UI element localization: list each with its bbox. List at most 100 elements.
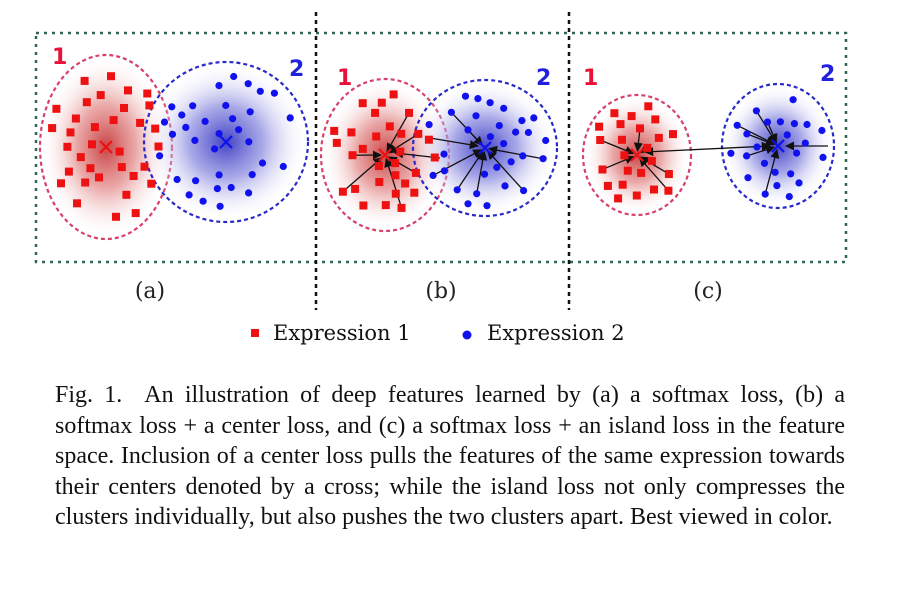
expression-1-point — [109, 116, 118, 125]
expression-2-point — [246, 108, 254, 116]
expression-2-point — [539, 155, 547, 163]
expression-1-point — [391, 189, 400, 198]
expression-2-point — [501, 182, 509, 190]
expression-2-point — [215, 82, 223, 90]
expression-2-point — [472, 112, 480, 120]
expression-1-point — [351, 184, 360, 193]
expression-2-point — [258, 159, 267, 167]
expression-1-point — [145, 101, 154, 110]
expression-2-point — [461, 92, 470, 100]
expression-1-point — [117, 163, 126, 172]
expression-2-point — [787, 170, 795, 178]
center-cross-c1 — [630, 148, 644, 162]
center-cross-c2 — [771, 139, 785, 153]
expression-1-point — [411, 168, 420, 177]
expression-2-point — [216, 202, 224, 210]
expression-1-point — [377, 98, 386, 107]
expression-1-point — [644, 102, 653, 111]
expression-2-point — [760, 159, 769, 167]
expression-2-point — [530, 114, 538, 122]
expression-2-point — [185, 191, 193, 199]
expression-2-point — [771, 168, 779, 176]
expression-1-point — [385, 122, 394, 131]
expression-1-point — [650, 185, 658, 194]
expression-2-point — [520, 187, 528, 195]
expression-2-point — [211, 145, 219, 153]
panel-b-cluster-1-label: 1 — [337, 66, 352, 91]
expression-1-point — [405, 108, 413, 117]
expression-1-point — [64, 167, 73, 176]
expression-1-point — [115, 147, 124, 156]
pull-arrow-b-cross-2 — [429, 137, 479, 150]
expression-1-point — [124, 86, 132, 95]
expression-2-point — [168, 130, 177, 138]
expression-1-point — [401, 179, 410, 188]
expression-2-point — [215, 171, 223, 179]
expression-1-point — [129, 172, 138, 180]
expression-2-point — [168, 103, 176, 111]
expression-1-point — [397, 129, 406, 138]
expression-1-point — [618, 180, 627, 189]
expression-1-point — [371, 108, 380, 117]
panel-label-c: (c) — [693, 279, 723, 304]
expression-1-point — [647, 156, 656, 165]
figure: 1 2 1 2 1 2 (a) (b) (c) Expression 1 Exp… — [34, 12, 848, 345]
expression-1-point — [374, 162, 383, 170]
expression-2-point — [783, 131, 791, 139]
expression-2-point — [776, 118, 785, 126]
expression-2-point — [178, 111, 186, 119]
legend-marker-expression-2 — [462, 330, 472, 340]
panel-c-cluster-2-label: 2 — [820, 62, 835, 87]
expression-2-point — [227, 183, 235, 192]
expression-2-point — [785, 193, 793, 201]
expression-1-point — [397, 203, 406, 212]
expression-2-point — [286, 114, 294, 122]
expression-2-point — [518, 117, 526, 125]
expression-1-point — [637, 168, 646, 177]
pull-arrow-c1-4 — [599, 139, 635, 155]
expression-2-point — [524, 128, 533, 137]
panel-label-b: (b) — [425, 279, 456, 304]
expression-2-point — [235, 126, 243, 134]
expression-1-point — [610, 109, 619, 118]
center-cross-b2 — [478, 141, 492, 155]
expression-2-point — [795, 179, 803, 187]
pull-arrow-b2-6 — [487, 150, 525, 192]
expression-2-point — [201, 117, 209, 125]
expression-1-point — [122, 190, 131, 199]
expression-1-point — [338, 187, 347, 196]
expression-2-point — [474, 95, 482, 103]
expression-1-point — [627, 112, 636, 121]
expression-1-point — [396, 147, 405, 156]
markers — [48, 72, 827, 221]
expression-1-point — [86, 164, 95, 173]
legend-label-expression-2: Expression 2 — [487, 321, 625, 345]
expression-2-point — [773, 182, 781, 190]
expression-1-point — [88, 140, 96, 149]
expression-2-point — [763, 118, 772, 126]
expression-1-point — [147, 179, 156, 188]
expression-1-point — [136, 118, 145, 127]
expression-2-point — [486, 99, 494, 107]
panel-b-cluster-2-label: 2 — [536, 66, 551, 91]
expression-2-point — [156, 152, 164, 160]
expression-2-point — [440, 167, 448, 175]
expression-2-point — [425, 121, 433, 129]
expression-1-point — [348, 151, 357, 160]
expression-1-point — [63, 142, 72, 151]
expression-2-point — [486, 133, 494, 141]
expression-1-point — [347, 128, 356, 137]
expression-2-point — [453, 186, 461, 194]
expression-1-point — [620, 151, 629, 160]
expression-2-point — [743, 152, 751, 160]
expression-2-point — [793, 149, 801, 157]
expression-2-point — [801, 139, 809, 147]
expression-2-point — [440, 150, 448, 158]
figure-caption: Fig. 1. An illustration of deep features … — [55, 380, 845, 533]
expression-1-point — [664, 186, 673, 195]
expression-1-point — [48, 124, 57, 133]
expression-2-point — [464, 126, 472, 134]
expression-2-point — [189, 102, 197, 110]
expression-1-point — [112, 212, 120, 221]
pull-arrow-c1-1 — [639, 157, 669, 192]
